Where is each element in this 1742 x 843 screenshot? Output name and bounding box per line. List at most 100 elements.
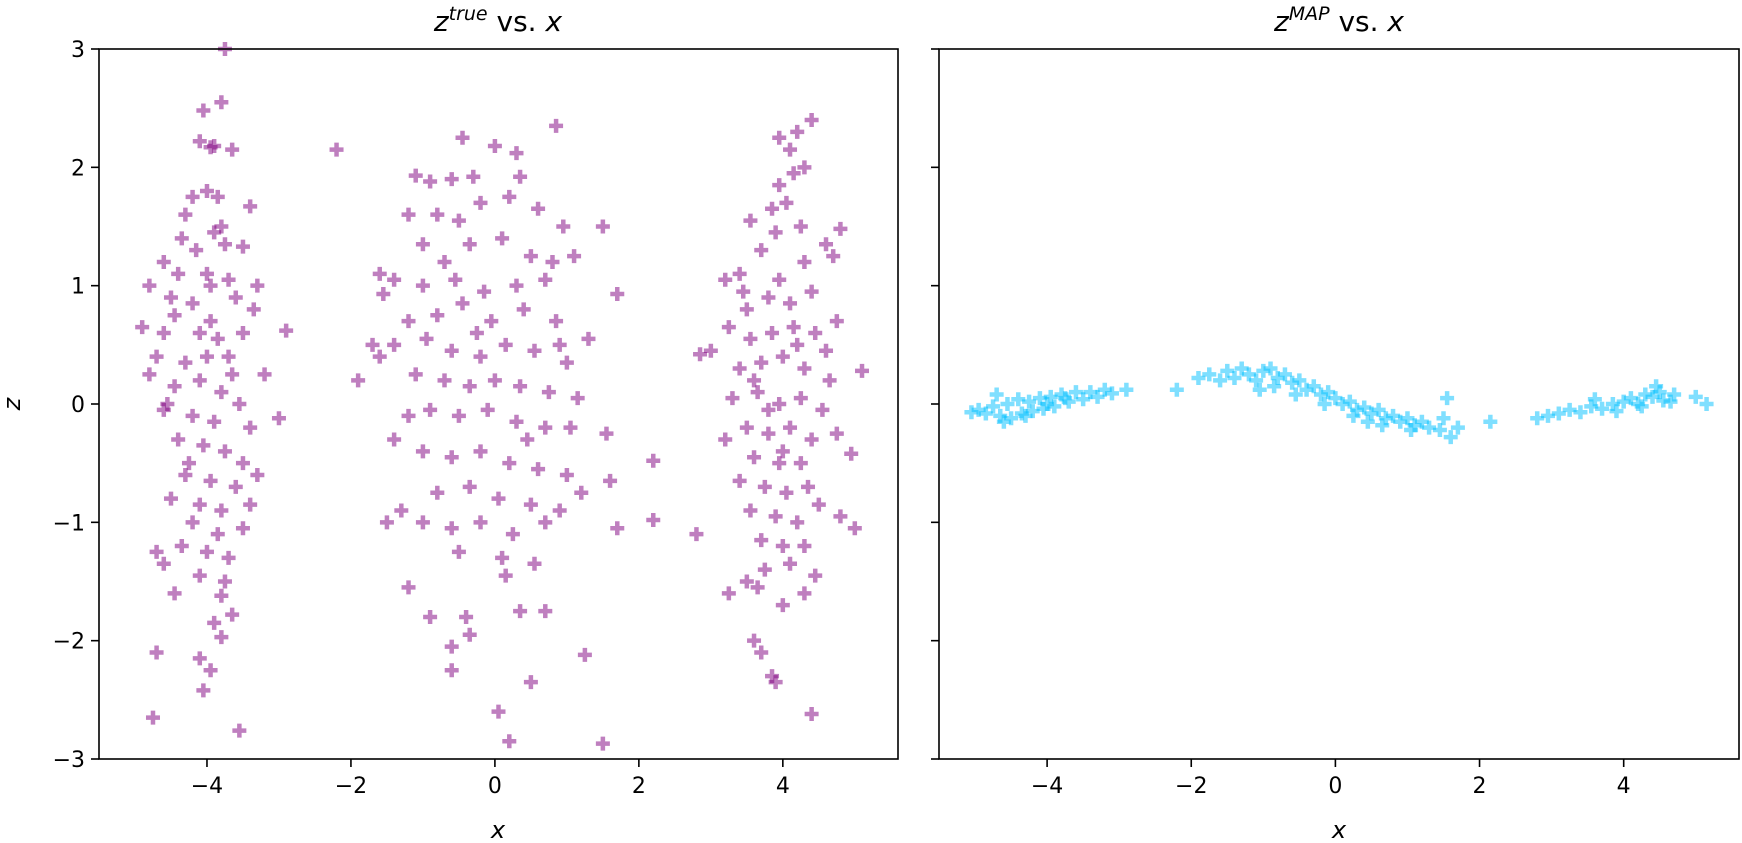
left-point: [487, 373, 502, 388]
left-point: [196, 438, 211, 453]
left-point: [171, 266, 186, 281]
right-point: [1364, 406, 1379, 421]
left-point: [394, 503, 409, 518]
right-point: [1317, 397, 1332, 411]
left-y-tick-label: 2: [71, 156, 85, 181]
left-point: [783, 420, 798, 435]
right-point: [1068, 385, 1083, 400]
left-point: [775, 349, 790, 364]
left-point: [192, 134, 207, 149]
left-point: [279, 323, 294, 338]
left-point: [235, 456, 250, 471]
left-point: [250, 468, 265, 482]
left-point: [401, 580, 416, 595]
right-point: [1299, 382, 1314, 397]
right-point: [1202, 367, 1217, 382]
left-point: [761, 426, 776, 441]
right-point: [1609, 404, 1624, 419]
left-point: [243, 497, 258, 512]
left-point: [804, 432, 819, 447]
right-point: [1040, 397, 1055, 411]
left-point: [415, 278, 430, 293]
right-point: [1595, 401, 1610, 416]
left-point: [721, 320, 736, 335]
left-point: [203, 140, 218, 155]
right-point: [1270, 370, 1285, 385]
left-point: [185, 296, 200, 311]
left-point: [174, 539, 189, 553]
left-point: [775, 444, 790, 459]
left-point: [790, 515, 805, 530]
left-point: [491, 491, 506, 506]
left-point: [523, 249, 538, 264]
left-point: [563, 420, 578, 435]
left-y-tick-label: −2: [53, 630, 85, 655]
left-point: [761, 290, 776, 305]
right-point: [1058, 391, 1073, 406]
left-point: [257, 367, 272, 382]
left-point: [822, 373, 837, 388]
right-point: [1119, 382, 1134, 397]
left-point: [451, 544, 466, 559]
left-point: [775, 598, 790, 613]
left-point: [786, 166, 801, 181]
right-point: [1263, 361, 1278, 376]
left-point: [847, 521, 862, 536]
left-point: [408, 367, 423, 382]
left-point: [538, 272, 553, 287]
left-point: [196, 103, 211, 118]
left-point: [480, 402, 495, 417]
left-point: [801, 479, 816, 494]
left-point: [329, 142, 344, 157]
right-point: [1562, 402, 1577, 417]
left-point: [538, 420, 553, 435]
left-point: [430, 308, 445, 323]
left-point: [509, 146, 524, 161]
right-point: [1227, 370, 1242, 385]
left-point: [250, 278, 265, 293]
right-point: [1663, 394, 1678, 409]
right-point: [1000, 397, 1015, 411]
left-point: [217, 444, 232, 459]
left-point: [214, 630, 229, 645]
right-point: [1378, 411, 1393, 426]
left-point: [552, 503, 567, 518]
left-point: [804, 707, 819, 722]
left-point: [235, 521, 250, 536]
left-point: [142, 278, 157, 293]
left-point: [736, 284, 751, 299]
left-point: [513, 604, 528, 619]
right-point: [1018, 408, 1033, 423]
left-point: [455, 296, 470, 311]
left-point: [365, 337, 380, 352]
left-point: [797, 160, 812, 175]
right-point: [1443, 430, 1458, 445]
left-point: [271, 411, 286, 426]
left-point: [556, 219, 571, 234]
right-point: [964, 405, 979, 420]
left-point: [495, 231, 510, 246]
left-point: [531, 201, 546, 216]
left-point: [192, 497, 207, 512]
left-point: [462, 627, 477, 642]
left-point: [595, 219, 610, 234]
right-x-tick-label: −4: [1031, 774, 1063, 799]
left-point: [351, 373, 366, 388]
right-point: [1551, 406, 1566, 421]
left-point: [747, 633, 762, 648]
right-point: [1667, 387, 1682, 402]
right-point: [1256, 363, 1271, 378]
left-point: [484, 314, 499, 329]
right-y-ticks: [931, 48, 939, 760]
right-point: [1169, 382, 1184, 397]
right-point: [1404, 423, 1419, 438]
left-point: [833, 509, 848, 524]
left-point: [610, 521, 625, 536]
right-point: [1649, 379, 1664, 394]
right-point: [1375, 418, 1390, 433]
left-point: [415, 237, 430, 252]
right-point: [1360, 414, 1375, 429]
right-point: [1623, 391, 1638, 406]
left-x-axis-label: x: [490, 816, 506, 843]
left-point: [495, 550, 510, 565]
